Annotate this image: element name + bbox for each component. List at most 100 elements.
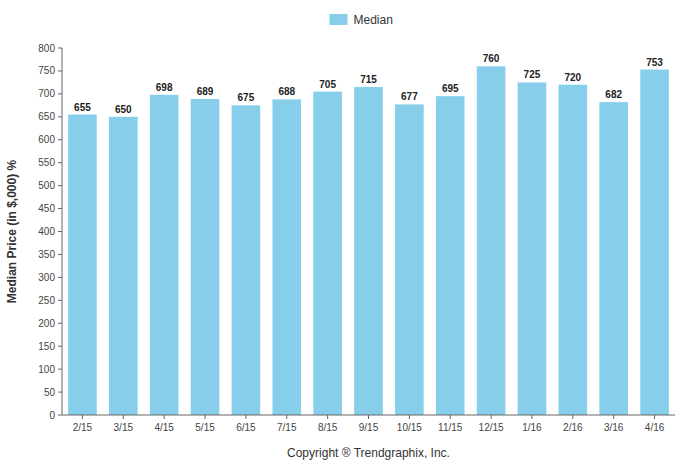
data-label: 682 xyxy=(605,89,622,100)
x-tick-label: 8/15 xyxy=(318,422,338,433)
bar xyxy=(68,115,97,415)
y-tick xyxy=(58,116,62,117)
y-tick-label: 200 xyxy=(38,318,55,329)
legend-swatch xyxy=(330,14,348,25)
x-tick-label: 9/15 xyxy=(359,422,379,433)
x-tick-label: 1/16 xyxy=(522,422,542,433)
x-tick xyxy=(123,415,124,419)
x-tick xyxy=(450,415,451,419)
y-axis-label: Median Price (in $,000) % xyxy=(5,159,19,303)
y-tick-label: 750 xyxy=(38,65,55,76)
data-label: 725 xyxy=(524,69,541,80)
bar xyxy=(150,95,179,415)
y-tick-label: 50 xyxy=(44,387,56,398)
bar xyxy=(272,99,301,415)
x-tick xyxy=(409,415,410,419)
y-tick-label: 150 xyxy=(38,341,55,352)
y-tick-label: 350 xyxy=(38,249,55,260)
legend-label: Median xyxy=(354,13,393,27)
x-tick xyxy=(82,415,83,419)
y-tick-label: 400 xyxy=(38,226,55,237)
y-tick xyxy=(58,346,62,347)
bar xyxy=(395,104,424,415)
x-tick-label: 5/15 xyxy=(195,422,215,433)
bar xyxy=(109,117,138,415)
x-tick xyxy=(286,415,287,419)
data-label: 720 xyxy=(564,72,581,83)
x-tick xyxy=(368,415,369,419)
x-tick-label: 6/15 xyxy=(236,422,256,433)
x-tick-label: 3/15 xyxy=(114,422,134,433)
y-tick-label: 600 xyxy=(38,134,55,145)
bar xyxy=(436,96,465,415)
x-tick-label: 12/15 xyxy=(479,422,504,433)
data-label: 753 xyxy=(646,57,663,68)
bar xyxy=(599,102,628,415)
y-tick-label: 250 xyxy=(38,295,55,306)
y-tick xyxy=(58,185,62,186)
data-label: 675 xyxy=(238,92,255,103)
legend: Median xyxy=(330,13,393,27)
data-label: 760 xyxy=(483,53,500,64)
x-tick xyxy=(531,415,532,419)
bar xyxy=(232,105,261,415)
y-tick-label: 550 xyxy=(38,157,55,168)
chart: 655 650 698 689 675 688 705 715 677 695 760 725 720 6… xyxy=(0,0,691,471)
bar xyxy=(518,82,547,415)
x-axis-label: Copyright ® Trendgraphix, Inc. xyxy=(287,446,450,460)
bar xyxy=(313,92,342,415)
y-tick-label: 300 xyxy=(38,272,55,283)
x-tick xyxy=(327,415,328,419)
y-tick xyxy=(58,254,62,255)
data-label: 715 xyxy=(360,74,377,85)
bars xyxy=(68,66,669,415)
y-tick xyxy=(58,70,62,71)
data-label: 655 xyxy=(74,102,91,113)
bar xyxy=(640,70,669,415)
x-tick-label: 7/15 xyxy=(277,422,297,433)
bar xyxy=(477,66,506,415)
x-tick-label: 11/15 xyxy=(438,422,463,433)
y-tick-label: 450 xyxy=(38,203,55,214)
x-tick xyxy=(613,415,614,419)
y-tick-label: 800 xyxy=(38,43,55,54)
y-tick xyxy=(58,162,62,163)
y-tick xyxy=(58,323,62,324)
x-tick xyxy=(245,415,246,419)
y-tick-label: 0 xyxy=(49,410,55,421)
x-tick-label: 10/15 xyxy=(397,422,422,433)
data-label: 695 xyxy=(442,83,459,94)
y-tick xyxy=(58,277,62,278)
y-tick xyxy=(58,208,62,209)
data-label: 689 xyxy=(197,86,214,97)
data-label: 705 xyxy=(319,79,336,90)
y-tick xyxy=(58,415,62,416)
x-tick-label: 2/15 xyxy=(73,422,93,433)
x-tick xyxy=(491,415,492,419)
bar xyxy=(354,87,383,415)
data-label: 650 xyxy=(115,104,132,115)
x-tick xyxy=(654,415,655,419)
x-tick-label: 2/16 xyxy=(563,422,583,433)
y-tick xyxy=(58,93,62,94)
y-tick xyxy=(58,231,62,232)
data-label: 688 xyxy=(278,86,295,97)
bar xyxy=(559,85,588,415)
y-tick xyxy=(58,48,62,49)
x-tick-label: 4/15 xyxy=(154,422,174,433)
data-label: 698 xyxy=(156,82,173,93)
y-tick-label: 650 xyxy=(38,111,55,122)
y-tick-label: 100 xyxy=(38,364,55,375)
x-tick-label: 3/16 xyxy=(604,422,624,433)
y-tick xyxy=(58,300,62,301)
y-tick-label: 700 xyxy=(38,88,55,99)
bar xyxy=(191,99,220,415)
y-tick xyxy=(58,392,62,393)
y-tick-label: 500 xyxy=(38,180,55,191)
data-label: 677 xyxy=(401,91,418,102)
x-tick xyxy=(572,415,573,419)
x-tick xyxy=(164,415,165,419)
x-tick-label: 4/16 xyxy=(645,422,665,433)
y-tick xyxy=(58,369,62,370)
y-tick xyxy=(58,139,62,140)
